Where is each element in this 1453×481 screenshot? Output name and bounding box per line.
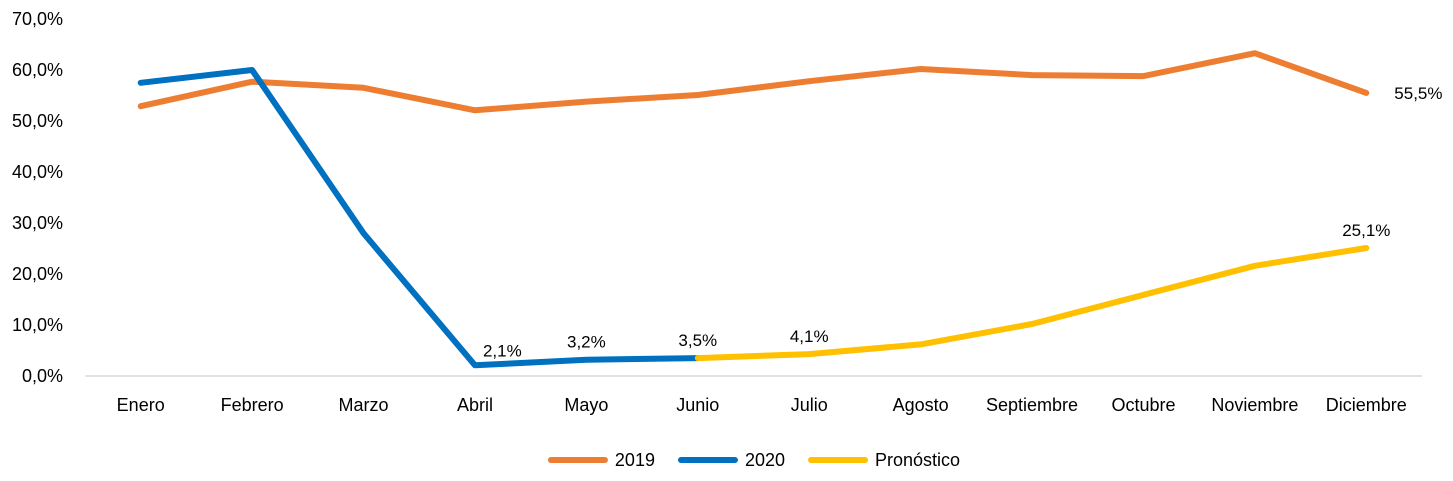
y-axis-tick-labels: 0,0% 10,0% 20,0% 30,0% 40,0% 50,0% 60,0% 70,0% bbox=[12, 9, 63, 386]
x-tick-label: Mayo bbox=[564, 395, 608, 415]
legend-item-pron-stico: Pronóstico bbox=[808, 450, 960, 470]
legend-item-2020: 2020 bbox=[677, 450, 785, 470]
x-tick-label: Junio bbox=[676, 395, 719, 415]
y-tick-label: 0,0% bbox=[22, 366, 63, 386]
legend: 2019 2020 Pronóstico bbox=[547, 450, 960, 470]
legend-label: 2019 bbox=[615, 450, 655, 470]
x-tick-label: Marzo bbox=[339, 395, 389, 415]
y-tick-label: 60,0% bbox=[12, 60, 63, 80]
x-tick-label: Diciembre bbox=[1326, 395, 1407, 415]
data-label: 25,1% bbox=[1342, 221, 1390, 240]
data-label: 3,5% bbox=[678, 331, 717, 350]
series-line-pron-stico bbox=[694, 245, 1370, 362]
data-labels: 55,5% 2,1% 3,2% 3,5% 4,1% 25,1% bbox=[483, 84, 1443, 360]
x-tick-label: Enero bbox=[117, 395, 165, 415]
data-label: 55,5% bbox=[1394, 84, 1442, 103]
y-tick-label: 10,0% bbox=[12, 315, 63, 335]
series-line-2019 bbox=[137, 50, 1370, 114]
y-tick-label: 40,0% bbox=[12, 162, 63, 182]
x-tick-label: Noviembre bbox=[1211, 395, 1298, 415]
y-tick-label: 20,0% bbox=[12, 264, 63, 284]
x-tick-label: Febrero bbox=[221, 395, 284, 415]
x-tick-label: Abril bbox=[457, 395, 493, 415]
data-label: 2,1% bbox=[483, 341, 522, 360]
x-tick-label: Agosto bbox=[893, 395, 949, 415]
x-tick-label: Septiembre bbox=[986, 395, 1078, 415]
x-axis-tick-labels: Enero Febrero Marzo Abril Mayo Junio Julio Agos… bbox=[117, 395, 1407, 415]
x-tick-label: Octubre bbox=[1111, 395, 1175, 415]
y-tick-label: 50,0% bbox=[12, 111, 63, 131]
series-line-2020 bbox=[137, 67, 701, 369]
legend-item-2019: 2019 bbox=[547, 450, 655, 470]
data-label: 4,1% bbox=[790, 327, 829, 346]
x-tick-label: Julio bbox=[791, 395, 828, 415]
legend-label: Pronóstico bbox=[875, 450, 960, 470]
data-label: 3,2% bbox=[567, 333, 606, 352]
legend-label: 2020 bbox=[745, 450, 785, 470]
series-lines bbox=[137, 50, 1370, 369]
y-tick-label: 70,0% bbox=[12, 9, 63, 29]
y-tick-label: 30,0% bbox=[12, 213, 63, 233]
